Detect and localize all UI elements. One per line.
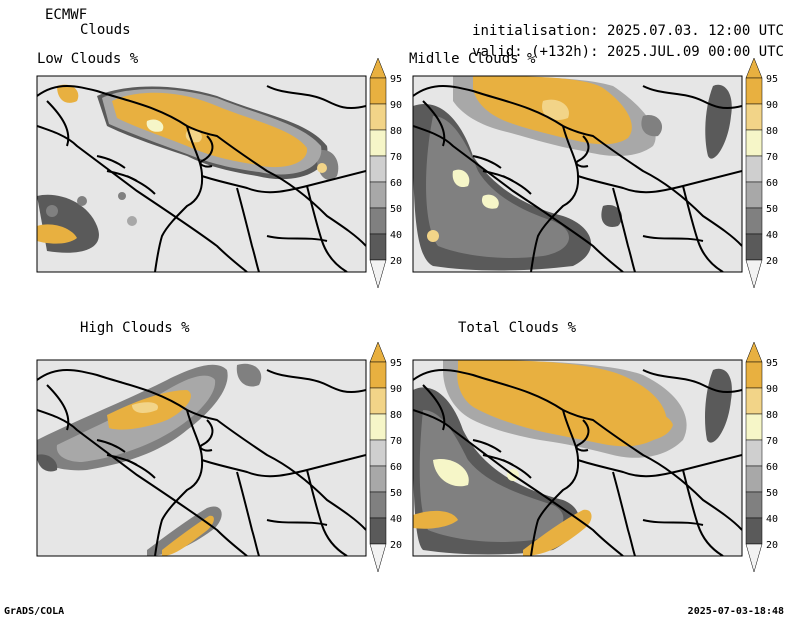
colorbar-label-middle-70: 70	[766, 152, 778, 163]
map-panel-total	[412, 341, 763, 573]
valid-label: valid: (+132h):	[472, 44, 599, 60]
colorbar-label-high-20: 20	[390, 540, 402, 551]
colorbar-label-low-90: 90	[390, 100, 402, 111]
panel-title-total: Total Clouds %	[458, 320, 577, 336]
colorbar-label-total-90: 90	[766, 384, 778, 395]
product-label: Clouds	[80, 22, 131, 38]
colorbar-label-total-70: 70	[766, 436, 778, 447]
colorbar-label-total-40: 40	[766, 514, 778, 525]
panel-title-low: Low Clouds %	[37, 51, 139, 67]
colorbar-label-middle-40: 40	[766, 230, 778, 241]
colorbar-label-total-60: 60	[766, 462, 778, 473]
colorbar-label-middle-95: 95	[766, 74, 778, 85]
colorbar-label-low-20: 20	[390, 256, 402, 267]
colorbar-label-high-80: 80	[390, 410, 402, 421]
colorbar-label-high-70: 70	[390, 436, 402, 447]
model-label: ECMWF	[45, 7, 88, 23]
init-value: 2025.07.03. 12:00 UTC	[606, 23, 784, 39]
colorbar-label-total-95: 95	[766, 358, 778, 369]
colorbar-label-middle-80: 80	[766, 126, 778, 137]
valid-time: valid: (+132h): 2025.JUL.09 00:00 UTC	[455, 28, 784, 60]
colorbar-label-high-90: 90	[390, 384, 402, 395]
colorbar-label-high-60: 60	[390, 462, 402, 473]
colorbar-label-low-40: 40	[390, 230, 402, 241]
footer-timestamp: 2025-07-03-18:48	[687, 606, 784, 617]
valid-value: 2025.JUL.09 00:00 UTC	[606, 44, 784, 60]
footer-software: GrADS/COLA	[4, 606, 65, 617]
colorbar-label-total-20: 20	[766, 540, 778, 551]
colorbar-label-low-80: 80	[390, 126, 402, 137]
colorbar-label-low-50: 50	[390, 204, 402, 215]
colorbar-label-middle-90: 90	[766, 100, 778, 111]
colorbar-label-middle-60: 60	[766, 178, 778, 189]
map-panel-middle	[412, 57, 763, 289]
colorbar-label-high-95: 95	[390, 358, 402, 369]
colorbar-label-low-60: 60	[390, 178, 402, 189]
init-time: initialisation: 2025.07.03. 12:00 UTC	[455, 7, 784, 39]
panel-title-high: High Clouds %	[80, 320, 190, 336]
colorbar-label-low-95: 95	[390, 74, 402, 85]
colorbar-label-total-50: 50	[766, 488, 778, 499]
map-panel-low	[36, 57, 387, 289]
colorbar-label-middle-50: 50	[766, 204, 778, 215]
colorbar-label-low-70: 70	[390, 152, 402, 163]
init-label: initialisation:	[472, 23, 599, 39]
panel-title-middle: Midlle Clouds %	[409, 51, 536, 67]
colorbar-label-middle-20: 20	[766, 256, 778, 267]
colorbar-label-high-50: 50	[390, 488, 402, 499]
colorbar-label-high-40: 40	[390, 514, 402, 525]
map-panel-high	[36, 341, 387, 573]
colorbar-label-total-80: 80	[766, 410, 778, 421]
